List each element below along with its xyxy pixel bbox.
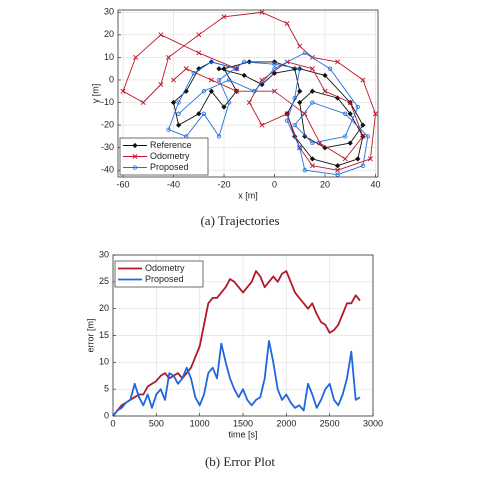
- y-axis-label: y [m]: [90, 84, 100, 104]
- marker-shape: [132, 153, 138, 160]
- x-tick-label: 2500: [320, 418, 340, 428]
- x-tick-label: 1500: [233, 418, 253, 428]
- x-tick-label: 40: [370, 179, 380, 189]
- y-axis-label: error [m]: [85, 318, 95, 352]
- x-tick-label: -20: [218, 179, 231, 189]
- x-tick-label: 1000: [190, 418, 210, 428]
- caption: (b) Error Plot: [205, 454, 275, 469]
- y-tick-label: 0: [109, 74, 114, 84]
- y-tick-label: -10: [101, 97, 114, 107]
- y-tick-label: 10: [99, 357, 109, 367]
- legend-box: [114, 260, 204, 288]
- y-tick-label: 20: [104, 29, 114, 39]
- series-line: [112, 340, 361, 417]
- caption: (a) Trajectories: [200, 213, 279, 228]
- x-tick-label: 3000: [363, 418, 383, 428]
- legend-label: Proposed: [150, 162, 189, 172]
- legend-label: Odometry: [145, 263, 185, 273]
- legend-label: Reference: [150, 140, 192, 150]
- plot-frame: [117, 9, 379, 178]
- x-tick-label: 2000: [276, 418, 296, 428]
- x-tick-label: 20: [320, 179, 330, 189]
- y-tick-label: -40: [101, 165, 114, 175]
- legend-label: Proposed: [145, 274, 184, 284]
- x-tick-label: -60: [117, 179, 130, 189]
- series-line: [112, 270, 361, 417]
- x-axis-label: time [s]: [228, 429, 257, 439]
- y-tick-label: -30: [101, 142, 114, 152]
- y-tick-label: 25: [99, 276, 109, 286]
- x-tick-label: 0: [110, 418, 115, 428]
- y-tick-label: 10: [104, 52, 114, 62]
- y-tick-label: 30: [104, 7, 114, 17]
- x-axis-label: x [m]: [238, 190, 258, 200]
- x-tick-label: 0: [272, 179, 277, 189]
- y-tick-label: 0: [104, 410, 109, 420]
- marker-shape: [132, 165, 138, 170]
- y-tick-label: 15: [99, 330, 109, 340]
- legend-label: Odometry: [150, 151, 190, 161]
- x-tick-label: -40: [167, 179, 180, 189]
- y-tick-label: -20: [101, 119, 114, 129]
- plot-frame: [112, 254, 374, 417]
- marker-shape: [132, 142, 138, 149]
- y-tick-label: 30: [99, 249, 109, 259]
- y-tick-label: 20: [99, 303, 109, 313]
- x-tick-label: 500: [149, 418, 164, 428]
- y-tick-label: 5: [104, 384, 109, 394]
- series-line: [166, 50, 371, 177]
